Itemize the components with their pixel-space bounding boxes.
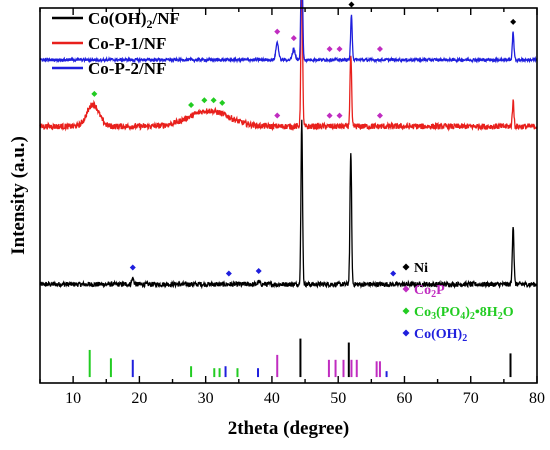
phase-marker — [390, 270, 397, 277]
phase-marker — [348, 1, 355, 8]
x-tick-label: 10 — [65, 390, 81, 407]
x-tick-label: 30 — [198, 390, 214, 407]
series-line-1 — [39, 119, 538, 290]
series-group — [39, 0, 538, 290]
reference-legend-label-3: Co3(PO4)2•8H2O — [414, 305, 514, 322]
phase-marker — [326, 45, 333, 52]
phase-marker — [336, 112, 343, 119]
phase-markers — [91, 1, 517, 277]
reference-legend: Ni Co2P Co3(PO4)2•8H2O Co(OH)2 — [402, 261, 514, 344]
phase-marker — [336, 45, 343, 52]
phase-marker — [91, 90, 98, 97]
phase-marker — [274, 28, 281, 35]
reference-legend-marker — [402, 285, 410, 293]
phase-marker — [129, 264, 136, 271]
reference-legend-label-2: Co2P — [414, 283, 445, 300]
plot-frame — [39, 7, 538, 384]
phase-marker — [326, 112, 333, 119]
phase-marker — [210, 97, 217, 104]
legend-label-1: Co(OH)2/NF — [88, 9, 180, 31]
phase-marker — [201, 97, 208, 104]
legend: Co(OH)2/NF Co-P-1/NF Co-P-2/NF — [52, 9, 180, 78]
reference-legend-marker — [402, 307, 410, 315]
phase-marker — [219, 99, 226, 106]
x-tick-label: 80 — [529, 390, 545, 407]
phase-marker — [225, 270, 232, 277]
reference-legend-label-4: Co(OH)2 — [414, 327, 467, 344]
phase-marker — [376, 45, 383, 52]
phase-marker — [274, 112, 281, 119]
reference-legend-marker — [402, 329, 410, 337]
phase-marker — [510, 18, 517, 25]
x-tick-label: 50 — [330, 390, 346, 407]
x-tick-label: 40 — [264, 390, 280, 407]
series-line-3 — [39, 0, 538, 64]
phase-marker — [188, 102, 195, 109]
x-tick-label: 70 — [463, 390, 479, 407]
x-tick-label: 20 — [131, 390, 147, 407]
y-axis-label: Intensity (a.u.) — [8, 136, 29, 255]
x-axis-ticks: 10 20 30 40 50 60 70 80 — [39, 8, 545, 407]
phase-marker — [255, 267, 262, 274]
x-tick-label: 60 — [396, 390, 412, 407]
phase-marker — [376, 112, 383, 119]
reference-lines — [88, 338, 512, 378]
x-axis-label: 2theta (degree) — [228, 418, 350, 439]
legend-label-3: Co-P-2/NF — [88, 59, 166, 78]
reference-legend-label-1: Ni — [414, 261, 428, 276]
series-line-2 — [39, 0, 538, 132]
legend-label-2: Co-P-1/NF — [88, 34, 166, 53]
reference-legend-marker — [402, 263, 410, 271]
phase-marker — [290, 35, 297, 42]
